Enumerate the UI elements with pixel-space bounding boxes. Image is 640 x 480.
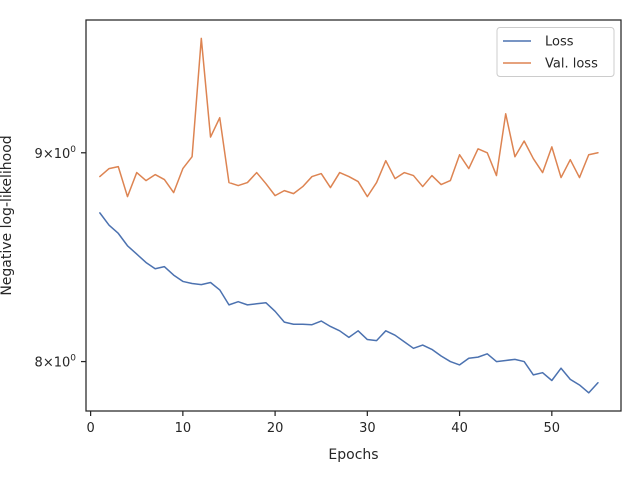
series-line-loss bbox=[99, 212, 599, 394]
x-tick-label: 10 bbox=[175, 421, 192, 436]
y-tick-label: 9×100 bbox=[35, 145, 77, 162]
legend-label-loss: Loss bbox=[545, 35, 574, 50]
y-tick-label: 8×100 bbox=[35, 354, 77, 371]
x-tick-label: 40 bbox=[451, 421, 468, 436]
series-line-val-loss bbox=[99, 37, 599, 198]
legend-box bbox=[496, 27, 615, 77]
y-axis: 8×100 9×100 bbox=[35, 145, 86, 371]
x-axis: 0 10 20 30 40 50 bbox=[86, 411, 560, 436]
plot-frame bbox=[85, 19, 622, 412]
x-tick-label: 50 bbox=[544, 421, 561, 436]
legend: Loss Val. loss bbox=[496, 27, 615, 77]
x-axis-title: Epochs bbox=[328, 447, 378, 463]
legend-label-val-loss: Val. loss bbox=[545, 57, 598, 72]
x-tick-label: 20 bbox=[267, 421, 284, 436]
series-layer bbox=[99, 37, 599, 394]
x-tick-label: 30 bbox=[359, 421, 376, 436]
y-axis-title: Negative log-likelihood bbox=[0, 135, 15, 295]
x-tick-label: 0 bbox=[86, 421, 94, 436]
